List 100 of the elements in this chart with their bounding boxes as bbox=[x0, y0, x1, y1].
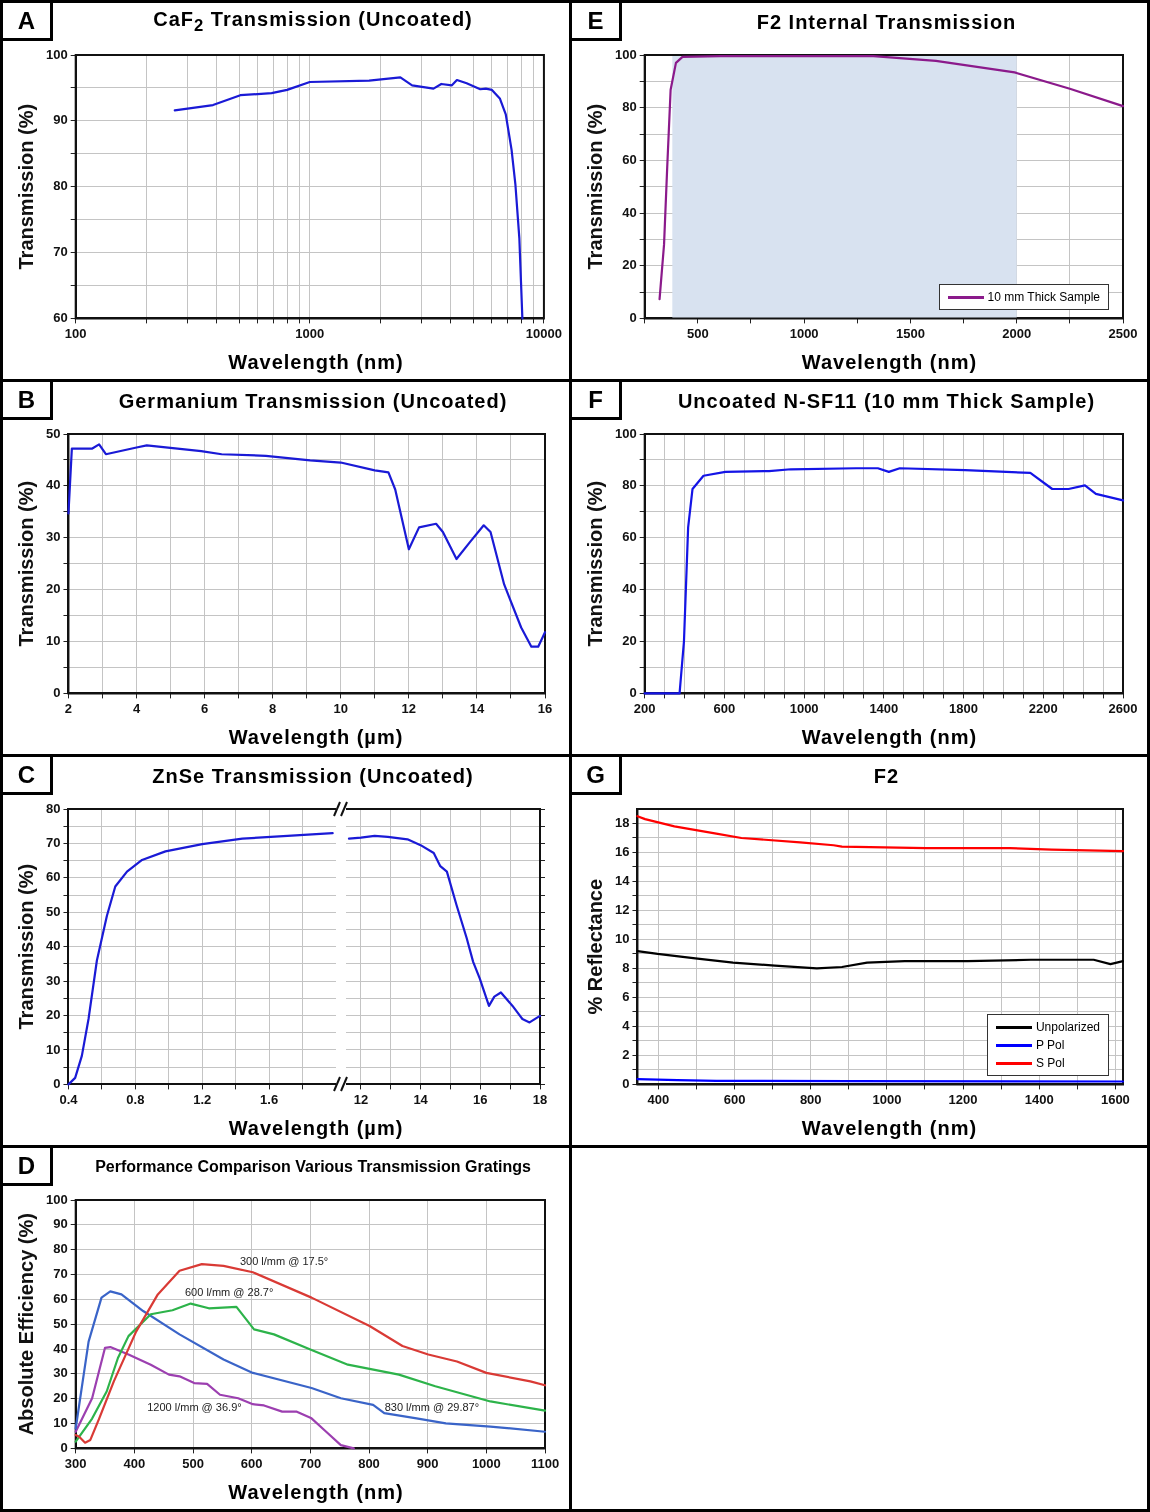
chart-title: Uncoated N-SF11 (10 mm Thick Sample) bbox=[677, 389, 1096, 413]
annotation: 1200 l/mm @ 36.9° bbox=[147, 1401, 242, 1414]
x-tick-label: 400 bbox=[123, 1455, 146, 1471]
x-tick-label: 500 bbox=[686, 325, 709, 341]
legend-label: 10 mm Thick Sample bbox=[987, 289, 1100, 307]
x-tick-label: 600 bbox=[713, 700, 736, 716]
y-tick-label: 50 bbox=[45, 903, 61, 919]
y-tick-label: 10 bbox=[45, 633, 61, 649]
legend-label: S Pol bbox=[1035, 1055, 1065, 1073]
chart-title: Performance Comparison Various Transmission Gratings bbox=[95, 1158, 531, 1176]
x-tick-label: 8 bbox=[269, 700, 277, 716]
x-tick-label: 100 bbox=[64, 325, 87, 341]
x-tick-label: 10000 bbox=[525, 325, 562, 341]
x-axis-title: Wavelength (nm) bbox=[801, 725, 978, 749]
x-tick-label: 1600 bbox=[1100, 1091, 1130, 1107]
y-tick-label: 80 bbox=[53, 178, 68, 194]
x-tick-label: 1000 bbox=[471, 1455, 501, 1471]
y-tick-label: 60 bbox=[622, 529, 637, 545]
y-tick-label: 80 bbox=[53, 1241, 68, 1257]
x-tick-label: 12 bbox=[401, 700, 417, 716]
y-tick-label: 70 bbox=[53, 1266, 68, 1282]
chart-title: F2 bbox=[873, 764, 900, 788]
y-tick-label: 40 bbox=[622, 204, 637, 220]
x-tick-label: 2200 bbox=[1028, 700, 1058, 716]
y-axis-title: Transmission (%) bbox=[583, 103, 606, 270]
y-tick-label: 10 bbox=[53, 1415, 68, 1431]
text: D bbox=[3, 1148, 53, 1186]
y-tick-label: 10 bbox=[614, 931, 630, 947]
text: B bbox=[3, 382, 53, 420]
text: E bbox=[572, 3, 622, 41]
y-tick-label: 20 bbox=[53, 1390, 68, 1406]
y-axis-title: Transmission (%) bbox=[14, 103, 37, 270]
y-axis-title: Transmission (%) bbox=[14, 480, 37, 647]
y-tick-label: 40 bbox=[622, 581, 637, 597]
x-tick-label: 16 bbox=[473, 1091, 488, 1107]
legend-label: P Pol bbox=[1035, 1037, 1065, 1055]
text: A bbox=[3, 3, 53, 41]
x-tick-label: 1100 bbox=[530, 1455, 560, 1471]
y-tick-label: 100 bbox=[614, 425, 637, 441]
y-tick-label: 20 bbox=[622, 257, 637, 273]
x-tick-label: 1800 bbox=[949, 700, 979, 716]
chart-title: CaF$_{2}$ Transmission (Uncoated) bbox=[153, 8, 473, 36]
y-tick-label: 14 bbox=[614, 873, 631, 889]
y-tick-label: 30 bbox=[45, 972, 61, 988]
y-tick-label: 0 bbox=[53, 684, 61, 700]
x-tick-label: 1000 bbox=[789, 325, 819, 341]
x-tick-label: 1500 bbox=[895, 325, 925, 341]
x-tick-label: 1.6 bbox=[260, 1091, 279, 1107]
x-tick-label: 400 bbox=[647, 1091, 670, 1107]
y-tick-label: 100 bbox=[45, 46, 68, 62]
y-tick-label: 12 bbox=[614, 902, 630, 918]
y-tick-label: 20 bbox=[45, 1007, 61, 1023]
x-tick-label: 2600 bbox=[1108, 700, 1138, 716]
x-tick-label: 14 bbox=[469, 700, 485, 716]
y-axis-title: Transmission (%) bbox=[14, 863, 37, 1030]
y-tick-label: 60 bbox=[622, 151, 637, 167]
y-tick-label: 6 bbox=[622, 989, 630, 1005]
y-tick-label: 80 bbox=[622, 477, 637, 493]
x-tick-label: 10 bbox=[333, 700, 348, 716]
y-tick-label: 10 bbox=[45, 1041, 61, 1057]
y-tick-label: 80 bbox=[622, 99, 637, 115]
annotation: 300 l/mm @ 17.5° bbox=[239, 1254, 329, 1267]
x-tick-label: 800 bbox=[799, 1091, 822, 1107]
y-tick-label: 0 bbox=[629, 309, 637, 325]
x-tick-label: 700 bbox=[299, 1455, 322, 1471]
x-tick-label: 1000 bbox=[872, 1091, 902, 1107]
x-tick-label: 500 bbox=[182, 1455, 204, 1471]
y-tick-label: 0 bbox=[622, 1075, 630, 1091]
y-axis-title: Transmission (%) bbox=[583, 480, 606, 647]
y-axis-title: % Reflectance bbox=[583, 878, 606, 1015]
y-tick-label: 90 bbox=[53, 1216, 68, 1232]
y-tick-label: 40 bbox=[45, 938, 61, 954]
x-tick-label: 600 bbox=[723, 1091, 746, 1107]
x-tick-label: 1000 bbox=[295, 325, 325, 341]
x-axis-title: Wavelength (µm) bbox=[228, 725, 404, 749]
y-tick-label: 50 bbox=[45, 425, 61, 441]
x-tick-label: 4 bbox=[132, 700, 141, 716]
y-tick-label: 40 bbox=[53, 1340, 68, 1356]
x-tick-label: 6 bbox=[201, 700, 209, 716]
x-axis-title: Wavelength (nm) bbox=[801, 350, 978, 374]
y-tick-label: 70 bbox=[53, 244, 68, 260]
y-tick-label: 40 bbox=[45, 477, 61, 493]
y-axis-title: Absolute Efficiency (%) bbox=[14, 1213, 37, 1436]
x-tick-label: 2000 bbox=[1002, 325, 1032, 341]
y-tick-label: 100 bbox=[45, 1191, 68, 1207]
x-tick-label: 600 bbox=[240, 1455, 263, 1471]
chart-title: F2 Internal Transmission bbox=[756, 10, 1017, 34]
x-tick-label: 1400 bbox=[1024, 1091, 1054, 1107]
x-tick-label: 2500 bbox=[1108, 325, 1138, 341]
x-tick-label: 14 bbox=[413, 1091, 429, 1107]
text: G bbox=[572, 757, 622, 795]
x-tick-label: 12 bbox=[353, 1091, 369, 1107]
y-tick-label: 0 bbox=[53, 1075, 61, 1091]
x-tick-label: 1200 bbox=[948, 1091, 978, 1107]
y-tick-label: 0 bbox=[629, 684, 637, 700]
y-tick-label: 16 bbox=[614, 844, 630, 860]
x-axis-title: Wavelength (nm) bbox=[228, 1480, 404, 1504]
chart-title: Germanium Transmission (Uncoated) bbox=[118, 389, 508, 413]
text: C bbox=[3, 757, 53, 795]
y-tick-label: 4 bbox=[622, 1018, 631, 1033]
